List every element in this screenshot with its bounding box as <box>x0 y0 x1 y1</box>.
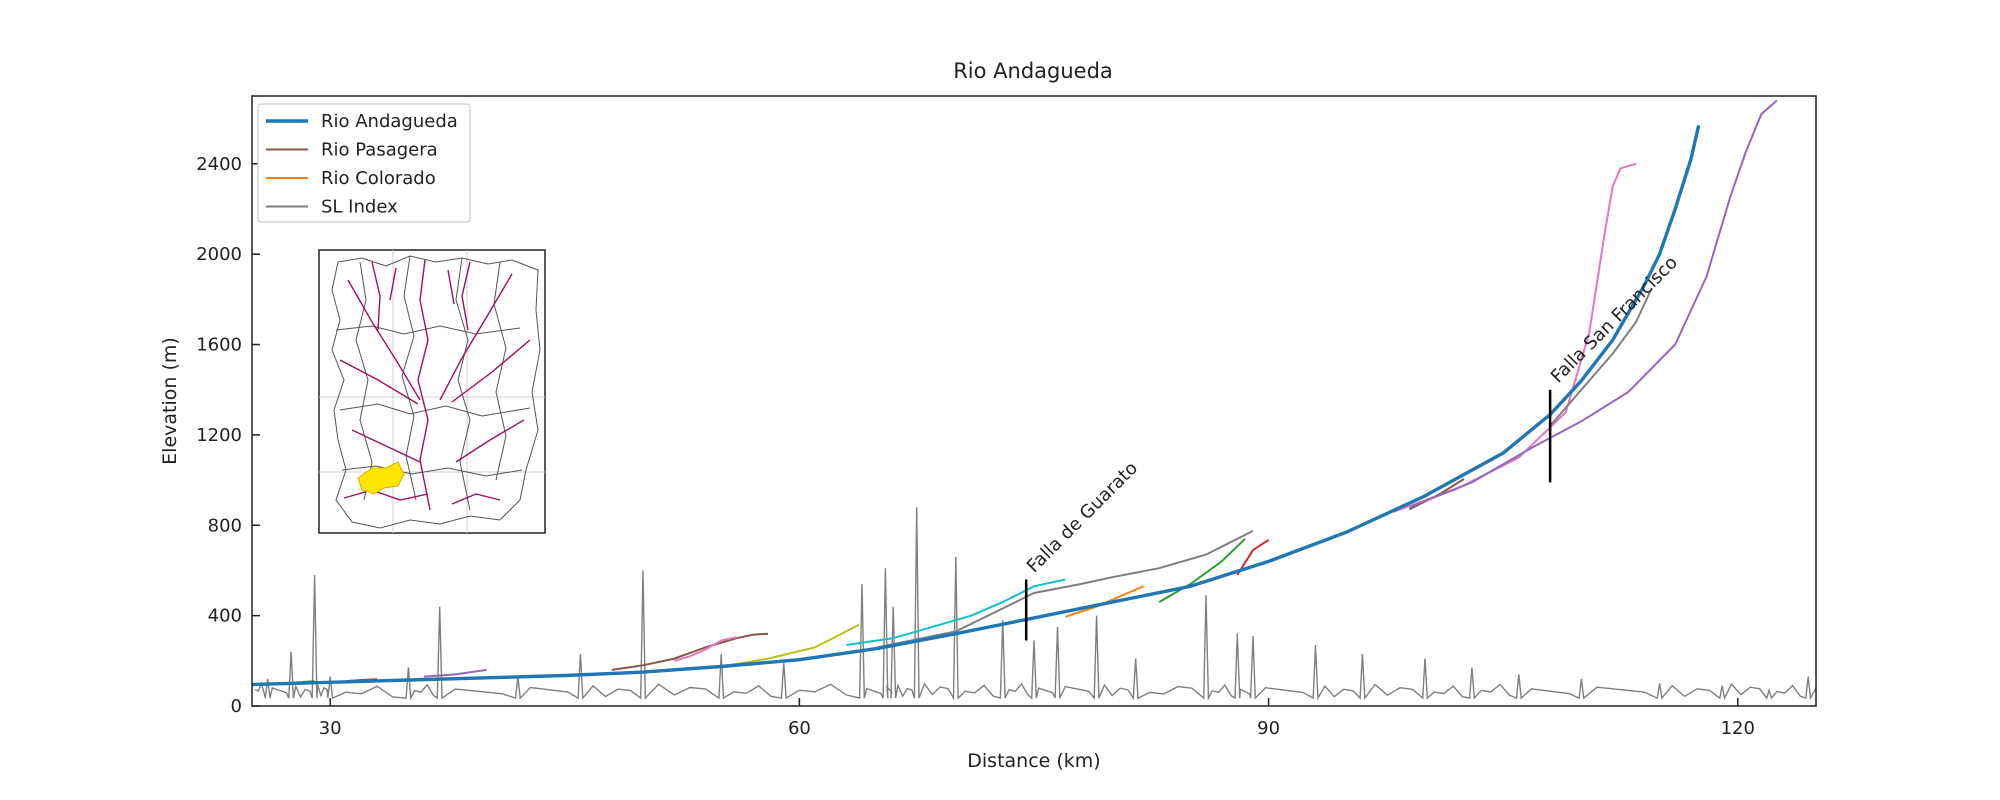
tributary-profile <box>1408 478 1465 511</box>
legend-label: Rio Andagueda <box>321 111 458 132</box>
inset-basin-outlines <box>331 255 541 529</box>
y-tick-label: 2400 <box>196 154 242 175</box>
tributary-profile <box>721 623 860 668</box>
x-tick-label: 90 <box>1257 718 1280 739</box>
tributary-profile <box>674 636 738 662</box>
tributary-profile <box>1549 287 1653 427</box>
inset-map <box>318 249 546 534</box>
x-tick-label: 60 <box>788 718 811 739</box>
y-tick-label: 0 <box>231 696 242 717</box>
fault-label: Falla de Guarato <box>1023 458 1142 577</box>
sl-index-layer <box>254 507 1817 701</box>
fault-label: Falla San Francisco <box>1547 252 1682 387</box>
tributary-profile <box>1409 99 1778 509</box>
y-tick-label: 1600 <box>196 335 242 356</box>
tributary-profile <box>877 530 1254 649</box>
x-tick-label: 120 <box>1721 718 1755 739</box>
y-tick-label: 800 <box>208 515 242 536</box>
main-profile-line <box>251 125 1701 687</box>
sl-index-line <box>254 507 1817 701</box>
chart-title: Rio Andagueda <box>953 59 1113 83</box>
legend-items: Rio Andagueda Rio Pasagera Rio Colorado SL … <box>266 111 458 218</box>
x-axis: 30 60 90 120 <box>319 698 1755 739</box>
legend-box <box>257 103 471 223</box>
legend-label: SL Index <box>321 197 398 218</box>
inset-highlighted-basin <box>357 461 405 495</box>
y-axis-label: Elevation (m) <box>159 337 181 465</box>
legend: Rio Andagueda Rio Pasagera Rio Colorado SL … <box>257 103 471 223</box>
y-tick-label: 1200 <box>196 425 242 446</box>
inset-river-network <box>339 259 531 511</box>
fault-annotations-layer: Falla de Guarato Falla San Francisco <box>1023 252 1682 641</box>
plot-frame <box>251 95 1817 707</box>
x-tick-label: 30 <box>319 718 342 739</box>
tributary-profiles-layer <box>283 99 1778 685</box>
tributary-profile <box>1158 538 1246 603</box>
inset-frame <box>318 249 546 534</box>
legend-label: Rio Colorado <box>321 168 436 189</box>
tributary-profile <box>1064 585 1144 618</box>
tributary-profile <box>611 632 769 671</box>
y-tick-label: 400 <box>208 606 242 627</box>
tributary-profile <box>846 578 1066 646</box>
tributary-profile <box>1236 539 1270 576</box>
main-profile-layer <box>251 125 1701 687</box>
x-axis-label: Distance (km) <box>967 750 1100 772</box>
y-tick-label: 2000 <box>196 244 242 265</box>
y-axis: 0 400 800 1200 1600 2000 2400 <box>196 154 260 717</box>
legend-label: Rio Pasagera <box>321 140 438 161</box>
tributary-profile <box>423 668 487 678</box>
